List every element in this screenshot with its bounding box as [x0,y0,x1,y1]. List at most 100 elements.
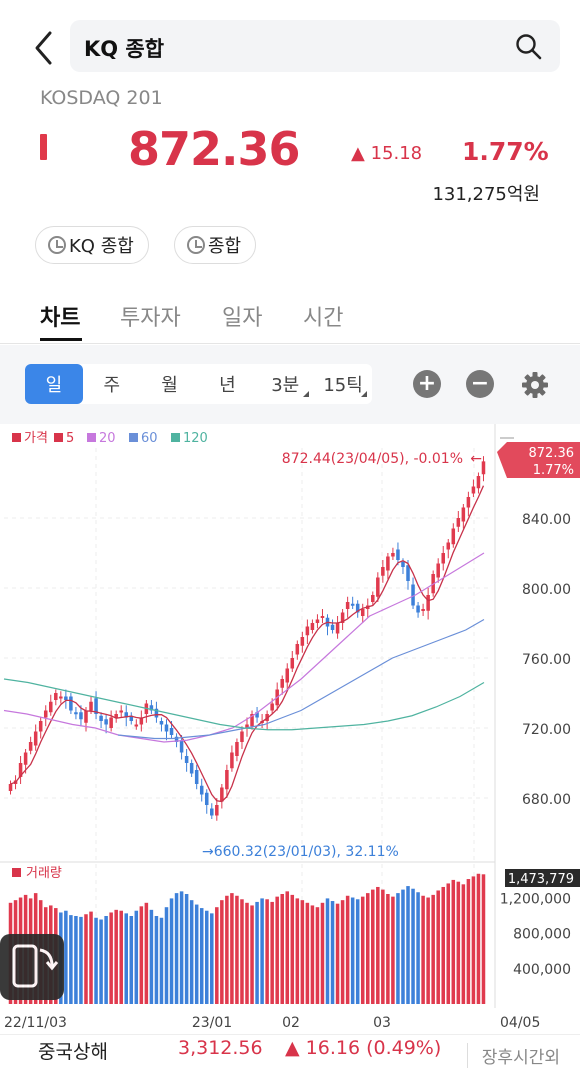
chevron-left-icon [35,31,52,65]
candle-body [451,528,456,545]
related-chip-kq[interactable]: KQ 종합 [35,226,149,264]
volume-bar [169,898,174,1004]
candle-body [174,736,179,742]
volume-bar [315,907,320,1004]
candle-body [396,549,400,560]
series-line-ma5 [10,485,485,803]
chip-label: 종합 [208,236,242,257]
volume-bar [245,902,249,1004]
tab-time[interactable]: 시간 [303,306,344,331]
volume-bar [471,876,476,1004]
candle-body [124,712,129,718]
volume-tick-label: 1,200,000 [500,891,571,907]
volume-bar [240,899,244,1004]
volume-current-tag [505,869,580,887]
volume-bar [426,897,430,1004]
volume-bar [124,913,129,1004]
candle-body [179,740,184,753]
candle-body [421,609,425,611]
legend-swatch [12,433,21,442]
volume-bar [109,912,113,1004]
high-price-annotation: 872.44(23/04/05), -0.01% [282,451,463,467]
search-bar[interactable]: KQ 종합 [70,20,560,72]
footer-ticker[interactable]: 중국상해 3,312.56 ▲ 16.16 (0.49%) 장후시간외 [0,1034,580,1074]
volume-bar [320,902,325,1004]
y-axis-tick-label: 720.00 [522,722,571,738]
volume-bar [355,899,360,1004]
volume-bar [381,889,385,1004]
series-line-ma20 [3,552,485,743]
volume-bar [280,894,284,1004]
volume-bar [184,894,189,1004]
candle-body [330,624,335,630]
candle-body [436,563,440,578]
candle-body [280,679,284,688]
period-day[interactable]: 일 [25,364,83,404]
volume-bar [94,917,98,1004]
candle-body [270,703,274,711]
volume-bar [476,873,481,1004]
legend-swatch [129,433,138,442]
plus-icon: + [417,371,437,396]
period-15tick[interactable]: 15틱 [314,364,372,404]
candle-body [184,756,189,763]
tab-daily[interactable]: 일자 [222,306,263,331]
candle-body [461,507,466,522]
rotate-screen-button[interactable] [0,934,64,1000]
tab-chart[interactable]: 차트 [40,306,81,331]
period-3min[interactable]: 3분 [256,364,314,404]
candle-body [28,742,33,751]
series-line-ma60 [117,618,485,740]
candle-body [204,792,209,805]
candle-body [371,595,375,602]
volume-bar [466,879,471,1004]
period-month[interactable]: 월 [161,375,178,396]
y-axis-tick-label: 840.00 [522,512,571,528]
volume-tick-label: 800,000 [513,927,571,943]
volume-bar [330,901,335,1004]
candle-body [89,701,93,711]
y-axis-tick-label: 680.00 [522,792,571,808]
price-chart[interactable]: 840.00 800.00 760.00 720.00 680.00 가격 5 20 60 120… [0,424,580,1036]
volume-bar [215,907,219,1004]
candle-body [446,542,451,550]
zoom-out-button[interactable]: − [466,370,494,398]
volume-bar [164,907,169,1004]
gear-icon [522,372,548,398]
related-chip-composite[interactable]: 종합 [174,226,257,264]
current-price-tag-percent: 1.77% [533,463,574,478]
candle-body [159,721,164,725]
volume-bar [210,913,214,1004]
volume-bar [461,884,466,1004]
volume-bar [416,892,420,1004]
candle-body [471,486,476,494]
candle-body [416,605,420,613]
back-button[interactable] [28,28,62,68]
search-query[interactable]: KQ 종합 [84,37,165,61]
volume-bar [451,879,456,1004]
candle-body [64,696,68,700]
candle-body [225,770,229,790]
volume-bar [84,914,88,1004]
candle-body [305,626,310,636]
period-year[interactable]: 년 [219,375,236,396]
volume-bar [174,893,179,1004]
series-line-ma120 [3,678,485,731]
zoom-in-button[interactable]: + [413,370,441,398]
volume-bar [230,893,234,1004]
volume-bar [360,896,365,1004]
volume-bar [159,917,164,1004]
period-week[interactable]: 주 [103,375,121,396]
candle-body [345,602,350,609]
volume-bar [481,874,486,1004]
candle-body [240,731,244,742]
candle-body [411,584,415,606]
candlestick-chart[interactable]: 840.00 800.00 760.00 720.00 680.00 가격 5 20 60 120… [0,424,580,1036]
chart-settings-button[interactable] [519,369,551,401]
volume-bar [431,894,435,1004]
tab-investors[interactable]: 투자자 [120,306,181,331]
volume-bar [335,903,340,1004]
legend-label: 5 [66,431,74,446]
arrow-left-icon: ← [470,451,482,467]
search-icon[interactable] [514,32,544,62]
